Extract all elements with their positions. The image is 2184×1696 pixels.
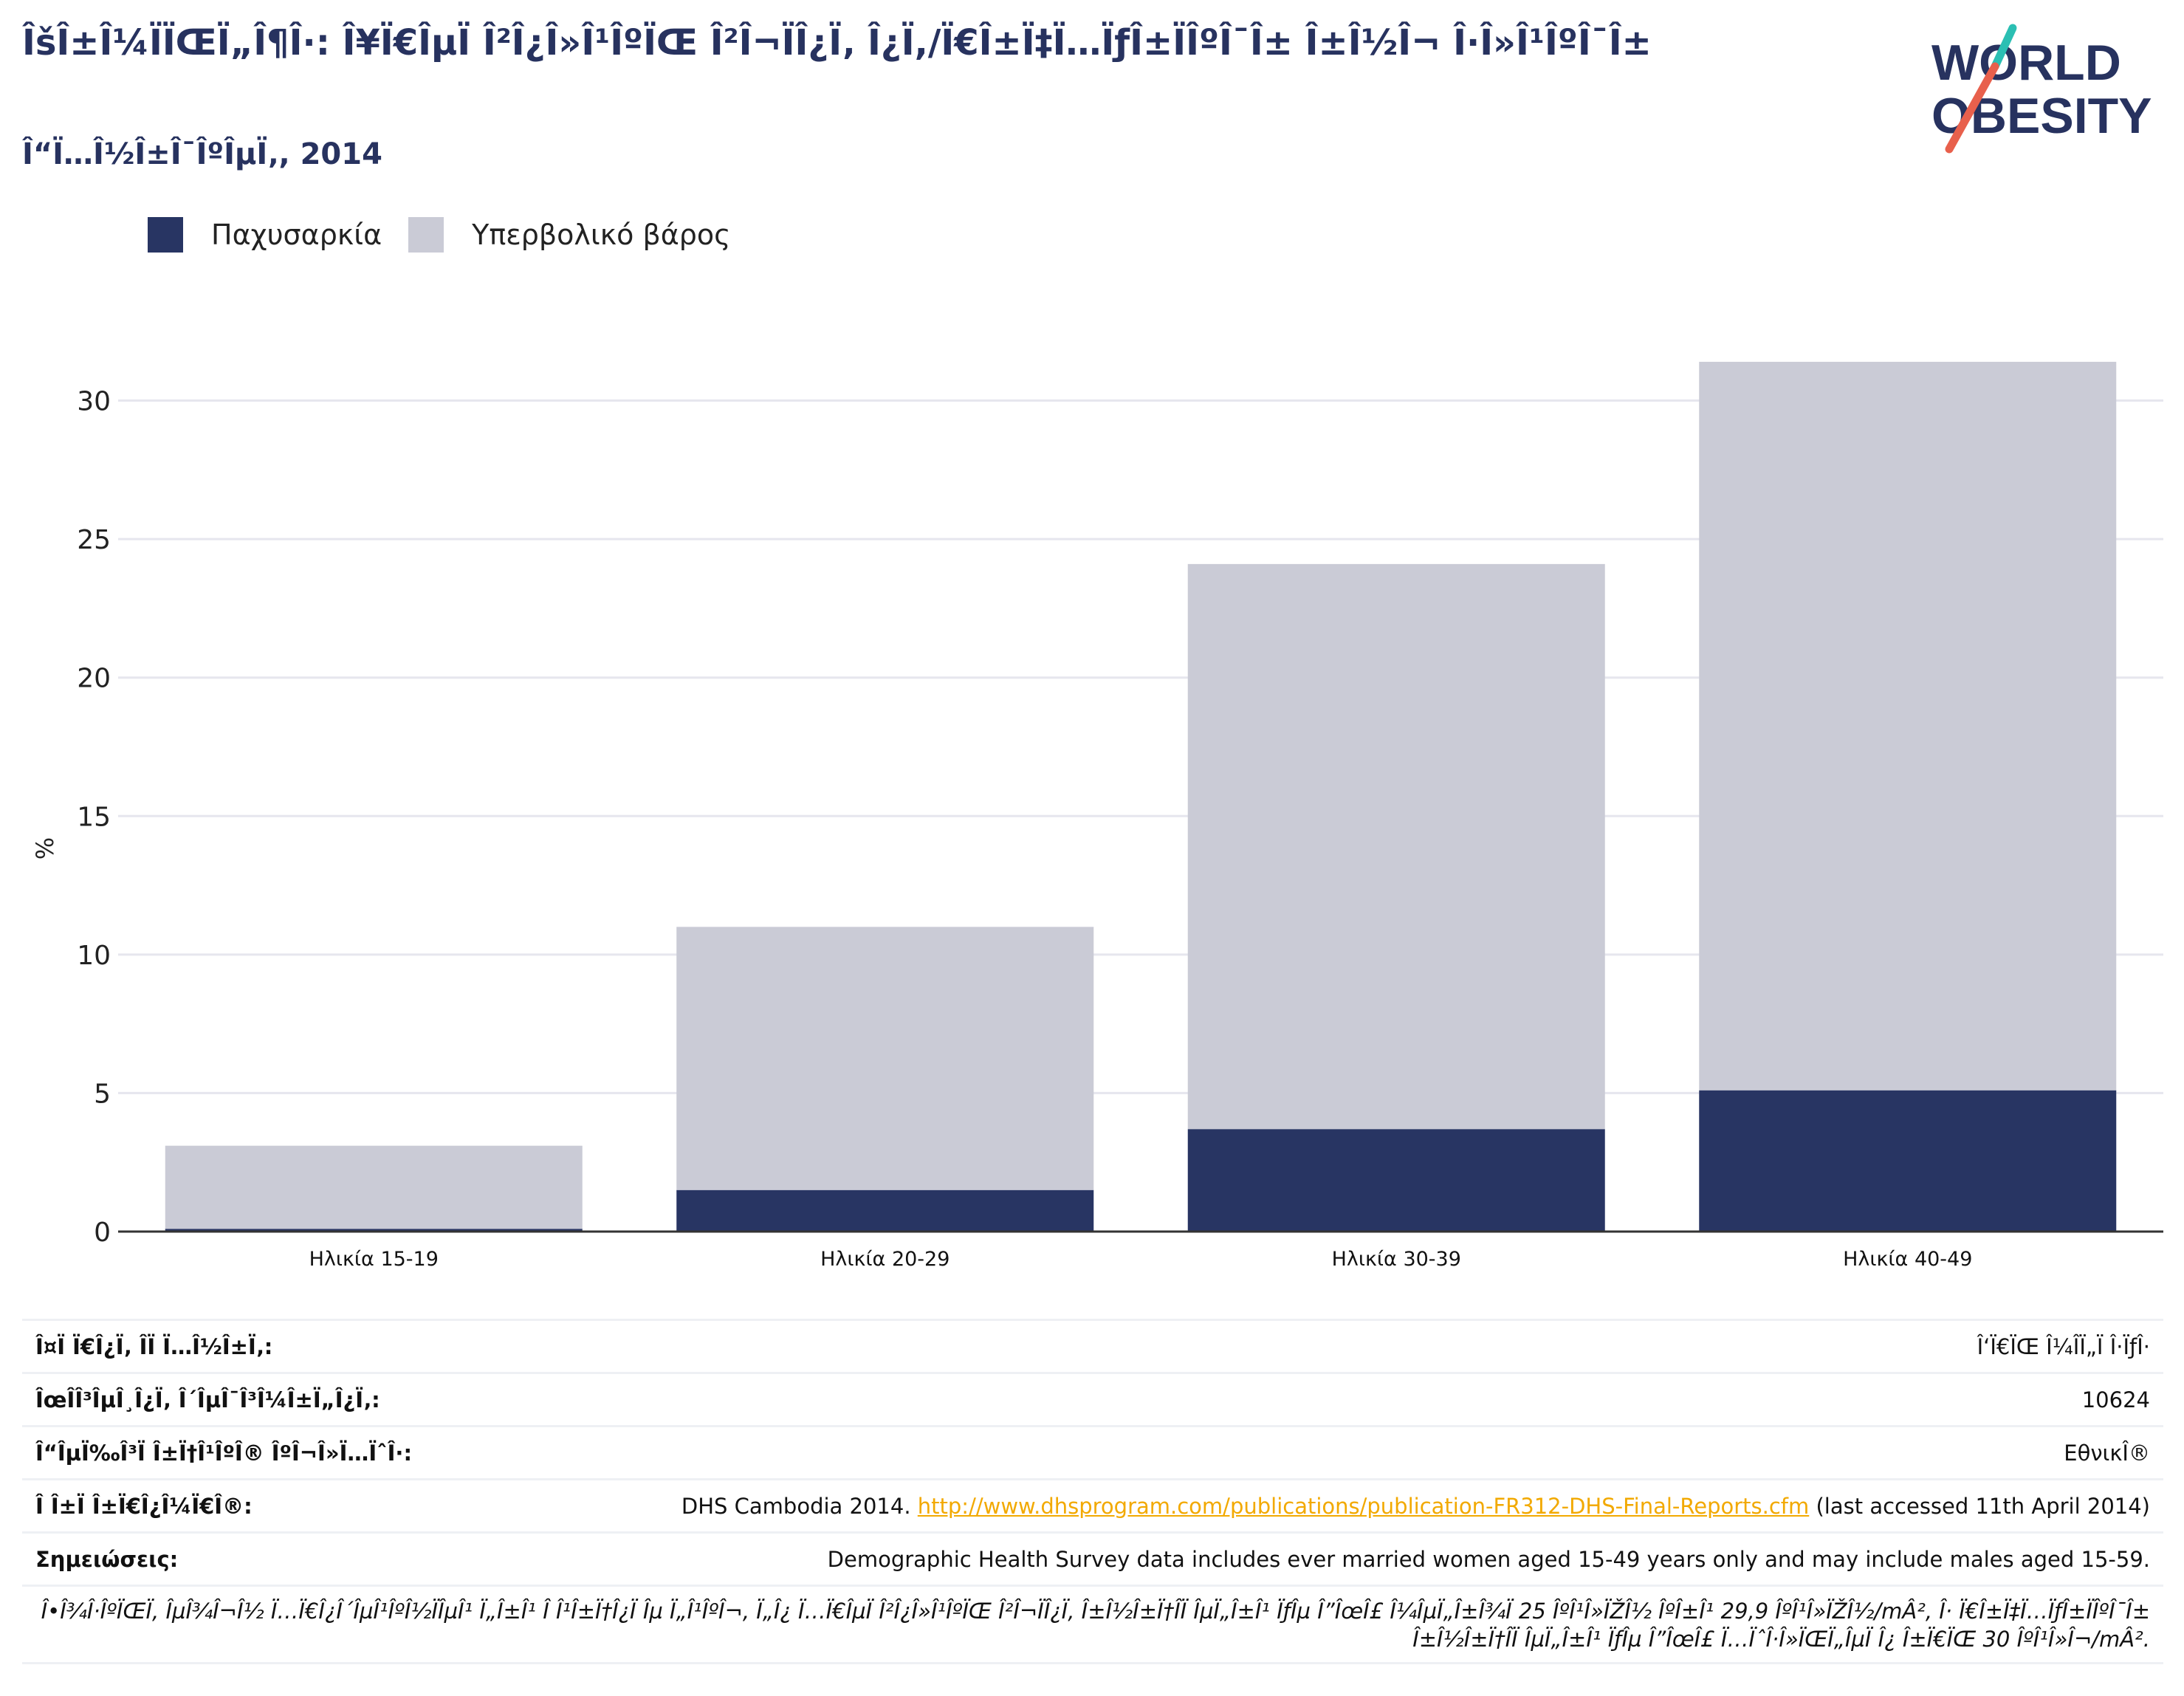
bar-obesity-4 (1699, 1090, 2117, 1232)
y-tick-label: 10 (77, 941, 111, 971)
x-tick-label: Ηλικία 15-19 (309, 1248, 439, 1271)
bar-overweight-1 (165, 1145, 583, 1229)
reference-suffix: (last accessed 11th April 2014) (1809, 1493, 2150, 1519)
bar-obesity-1 (165, 1229, 583, 1232)
reference-link[interactable]: http://www.dhsprogram.com/publications/p… (917, 1493, 1810, 1519)
y-tick-label: 30 (77, 387, 111, 417)
chart-subtitle: Î“Ï…Î½Î±Î¯ÎºÎµÏ‚, 2014 (22, 137, 382, 171)
info-label: Î Î±Ï Î±Ï€Î¿Î¼Ï€Î®: (35, 1493, 253, 1519)
legend-swatch-overweight (408, 217, 444, 253)
bar-obesity-3 (1187, 1129, 1605, 1232)
bar-overweight-3 (1187, 563, 1605, 1130)
info-value: Demographic Health Survey data includes … (827, 1546, 2150, 1572)
info-label: Σημειώσεις: (35, 1546, 179, 1572)
info-table: Î¤Ï Ï€Î¿Ï‚ Î­Ï Ï…Î½Î±Ï‚: Î‘Ï€ÏŒ Î¼Î­Ï„Ï … (22, 1319, 2163, 1664)
info-row-notes: Σημειώσεις: Demographic Health Survey da… (22, 1531, 2163, 1585)
legend-item-obesity[interactable]: Παχυσαρκία (148, 217, 382, 253)
legend-label-obesity: Παχυσαρκία (211, 219, 382, 251)
y-tick-label: 20 (77, 664, 111, 694)
y-tick-label: 15 (77, 802, 111, 832)
info-label: Î¤Ï Ï€Î¿Ï‚ Î­Ï Ï…Î½Î±Ï‚: (35, 1333, 273, 1359)
y-tick-label: 25 (77, 525, 111, 555)
legend-swatch-obesity (148, 217, 183, 253)
info-row-sample-size: ÎœÎ­Î³ÎµÎ¸Î¿Ï‚ Î´ÎµÎ¯Î³Î¼Î±Ï„Î¿Ï‚: 10624 (22, 1372, 2163, 1425)
bar-overweight-2 (676, 927, 1094, 1190)
chart-legend: Παχυσαρκία Υπερβολικό βάρος (148, 217, 757, 253)
logo-slash-coral-icon (1945, 62, 1999, 154)
world-obesity-logo: WORLD OBESITY (1931, 24, 2152, 154)
x-tick-label: Ηλικία 30-39 (1332, 1248, 1461, 1271)
info-label: ÎœÎ­Î³ÎµÎ¸Î¿Ï‚ Î´ÎµÎ¯Î³Î¼Î±Ï„Î¿Ï‚: (35, 1387, 380, 1412)
y-tick-label: 5 (94, 1079, 111, 1109)
info-value: ΕθνικÎ® (2064, 1440, 2150, 1466)
info-value: Î‘Ï€ÏŒ Î¼Î­Ï„Ï Î·ÏƒÎ· (1977, 1333, 2150, 1359)
info-row-coverage: Î“ÎµÏ‰Î³Ï Î±Ï†Î¹ÎºÎ® ÎºÎ¬Î»Ï…ÏˆÎ·: Εθνικ… (22, 1425, 2163, 1478)
reference-prefix: DHS Cambodia 2014. (681, 1493, 918, 1519)
x-tick-label: Ηλικία 40-49 (1843, 1248, 1972, 1271)
logo-line1: WORLD (1931, 35, 2121, 91)
logo-slash-teal-icon (1991, 24, 2017, 71)
info-row-source-type: Î¤Ï Ï€Î¿Ï‚ Î­Ï Ï…Î½Î±Ï‚: Î‘Ï€ÏŒ Î¼Î­Ï„Ï … (22, 1319, 2163, 1372)
bar-obesity-2 (676, 1189, 1094, 1232)
info-value: 10624 (2081, 1387, 2150, 1412)
info-value: DHS Cambodia 2014. http://www.dhsprogram… (681, 1494, 2150, 1519)
legend-item-overweight[interactable]: Υπερβολικό βάρος (408, 217, 730, 253)
y-axis-label: % (31, 837, 59, 859)
footnote: Î•Î¾Î·ÎºÏŒÏ‚ ÎµÎ¾Î¬Î½ Ï…Ï€Î¿Î´ÎµÎ¹ÎºÎ½ÏÎ… (22, 1585, 2163, 1664)
legend-label-overweight: Υπερβολικό βάρος (472, 219, 731, 251)
stacked-bar-chart: 0 5 10 15 20 25 30% Ηλικία 15-19 Ηλικία 20-29 Ηλι… (31, 362, 2163, 1271)
x-tick-label: Ηλικία 20-29 (820, 1248, 950, 1271)
chart-title: ÎšÎ±Î¼ÏÏŒÏ„Î¶Î·: Î¥Ï€ÎµÏ Î²Î¿Î»Î¹ÎºÏŒ Î²… (22, 22, 1652, 63)
y-tick-label: 0 (94, 1218, 111, 1248)
bar-overweight-4 (1699, 362, 2117, 1091)
info-row-reference: Î Î±Ï Î±Ï€Î¿Î¼Ï€Î®: DHS Cambodia 2014. h… (22, 1478, 2163, 1531)
info-label: Î“ÎµÏ‰Î³Ï Î±Ï†Î¹ÎºÎ® ÎºÎ¬Î»Ï…ÏˆÎ·: (35, 1440, 413, 1466)
